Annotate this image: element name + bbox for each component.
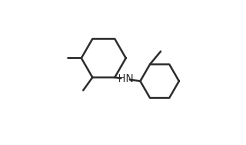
Text: HN: HN [118, 74, 133, 84]
